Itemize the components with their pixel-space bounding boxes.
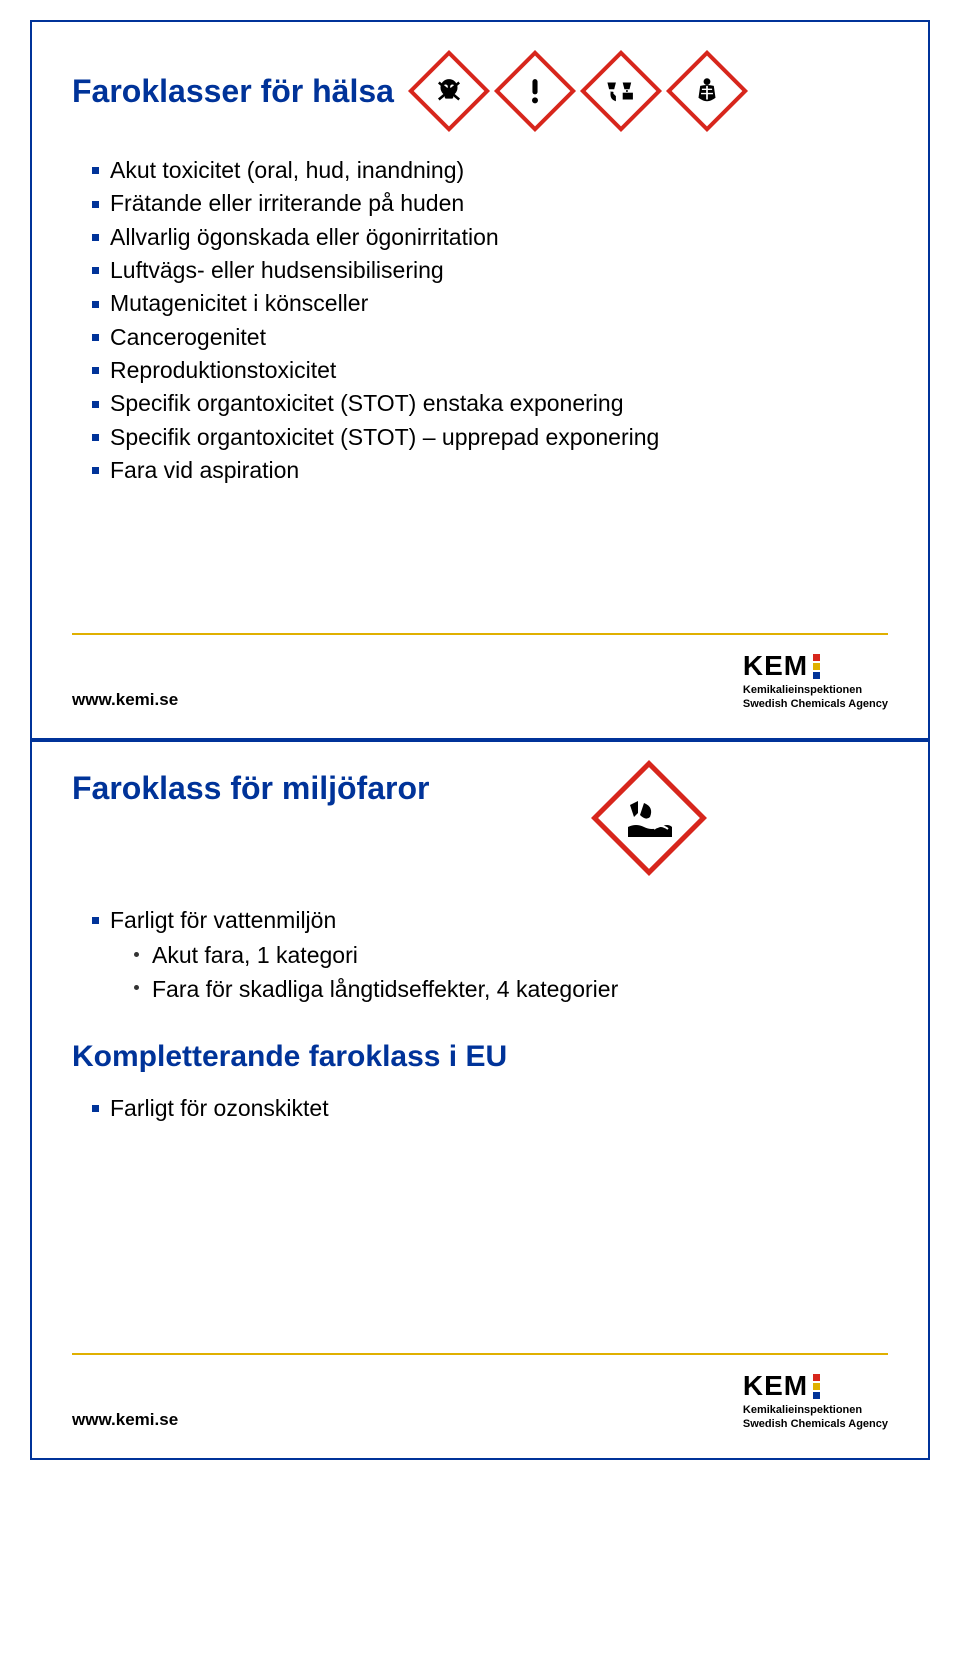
kemi-logo: KEM Kemikalieinspektionen Swedish Chemic… [743,1371,888,1430]
slide1-list: Akut toxicitet (oral, hud, inandning) Fr… [72,154,888,487]
logo-i-icon [811,1374,821,1399]
hazard-skull-icon [408,50,490,132]
list-item: Allvarlig ögonskada eller ögonirritation [92,221,888,254]
slide-health-hazards: Faroklasser för hälsa [30,20,930,740]
logo-text: KEM [743,651,808,682]
list-item: Mutagenicitet i könsceller [92,287,888,320]
slide-footer: www.kemi.se KEM Kemikalieinspektionen Sw… [72,651,888,710]
slide2-sublist: Akut fara, 1 kategori Fara för skadliga … [110,939,888,1006]
logo-text: KEM [743,1371,808,1402]
hazard-health-icon [666,50,748,132]
slide1-title-row: Faroklasser för hälsa [72,50,888,132]
list-item: Farligt för vattenmiljön Akut fara, 1 ka… [92,904,888,1006]
footer-rule [72,633,888,635]
kemi-logo: KEM Kemikalieinspektionen Swedish Chemic… [743,651,888,710]
footer-url: www.kemi.se [72,1410,178,1430]
list-item: Cancerogenitet [92,321,888,354]
hazard-environment-icon [589,758,709,878]
hazard-exclamation-icon [494,50,576,132]
hazard-icons-row [408,50,748,132]
list-item: Frätande eller irriterande på huden [92,187,888,220]
logo-i-icon [811,654,821,679]
slide-footer: www.kemi.se KEM Kemikalieinspektionen Sw… [72,1371,888,1430]
logo-sub2: Swedish Chemicals Agency [743,698,888,710]
slide2-list: Farligt för vattenmiljön Akut fara, 1 ka… [72,904,888,1006]
slide1-title: Faroklasser för hälsa [72,73,394,110]
list-item: Luftvägs- eller hudsensibilisering [92,254,888,287]
list-item: Fara vid aspiration [92,454,888,487]
list-item: Specifik organtoxicitet (STOT) – upprepa… [92,421,888,454]
hazard-corrosion-icon [580,50,662,132]
footer-rule [72,1353,888,1355]
list-item: Farligt för ozonskiktet [92,1092,888,1125]
list-item: Specifik organtoxicitet (STOT) enstaka e… [92,387,888,420]
list-item: Akut toxicitet (oral, hud, inandning) [92,154,888,187]
list-item-label: Farligt för vattenmiljön [110,907,336,933]
sublist-item: Akut fara, 1 kategori [134,939,888,972]
sublist-item: Fara för skadliga långtidseffekter, 4 ka… [134,973,888,1006]
slide2-title: Faroklass för miljöfaror [72,770,429,807]
logo-sub2: Swedish Chemicals Agency [743,1418,888,1430]
slide-env-hazards: Faroklass för miljöfaror Farligt för vat… [30,740,930,1460]
slide2-list2: Farligt för ozonskiktet [72,1092,888,1125]
slide2-title2: Kompletterande faroklass i EU [72,1040,888,1074]
logo-sub1: Kemikalieinspektionen [743,684,862,696]
footer-url: www.kemi.se [72,690,178,710]
logo-sub1: Kemikalieinspektionen [743,1404,862,1416]
list-item: Reproduktionstoxicitet [92,354,888,387]
